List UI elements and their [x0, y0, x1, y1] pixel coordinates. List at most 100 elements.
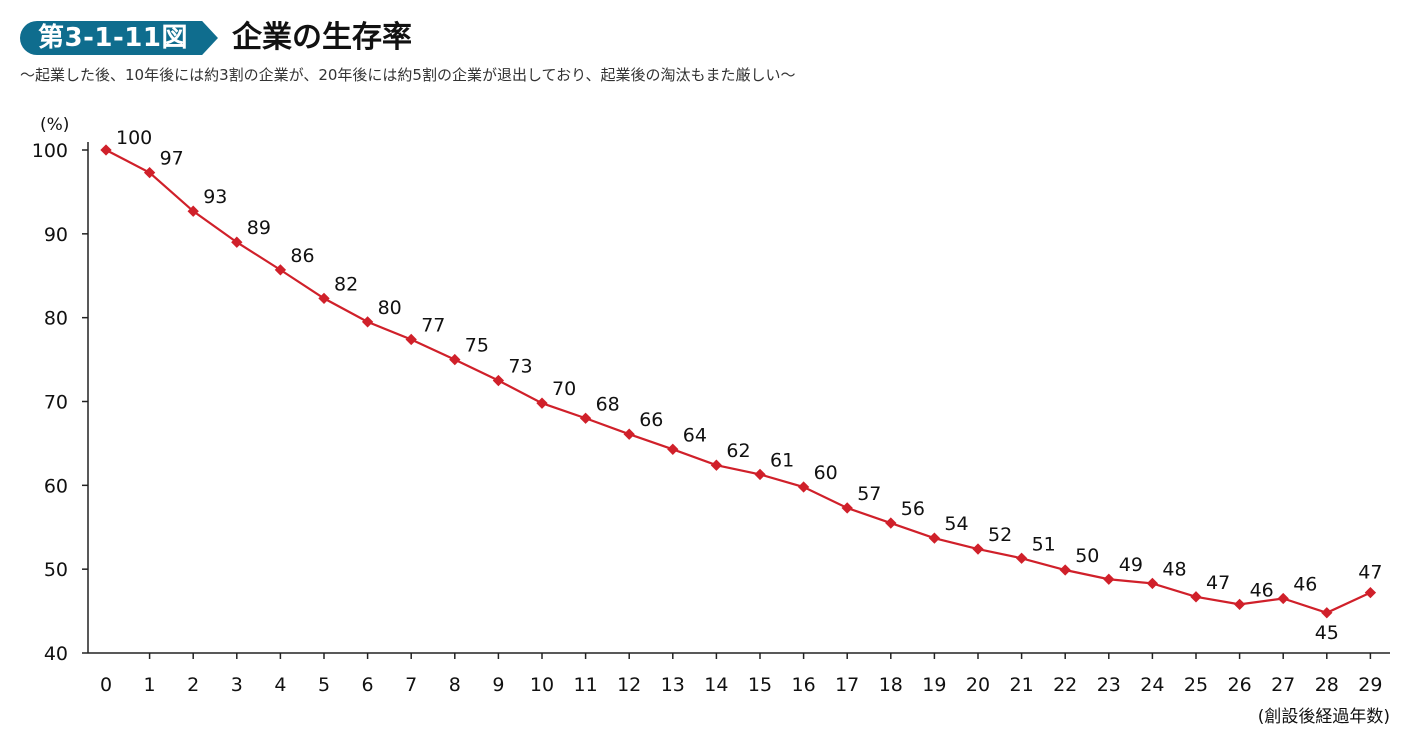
data-point — [579, 412, 592, 424]
data-point — [143, 166, 156, 179]
data-point — [797, 481, 810, 493]
data-point — [972, 543, 984, 555]
data-point — [928, 532, 941, 544]
x-tick-label: 1 — [144, 674, 156, 696]
data-point — [1277, 592, 1289, 605]
data-label: 86 — [290, 245, 314, 267]
data-point — [100, 144, 112, 156]
y-tick-label: 60 — [44, 475, 68, 497]
y-tick-label: 100 — [32, 140, 68, 162]
data-label: 75 — [465, 335, 489, 357]
data-point — [1015, 552, 1028, 564]
x-tick-label: 2 — [187, 674, 199, 696]
x-tick-label: 0 — [100, 674, 112, 696]
figure-header: 第3-1-11図 企業の生存率 — [20, 18, 412, 58]
x-axis-unit-label: (創設後経過年数) — [1258, 707, 1390, 727]
data-point — [623, 428, 635, 440]
x-tick-label: 16 — [792, 674, 816, 696]
data-label: 70 — [552, 378, 576, 400]
chart-axes — [87, 142, 1390, 654]
data-label: 46 — [1293, 574, 1317, 596]
y-axis-unit-label: (%) — [40, 115, 69, 135]
x-tick-label: 5 — [318, 674, 330, 696]
data-point — [885, 517, 897, 529]
x-tick-label: 6 — [362, 674, 374, 696]
data-point — [1364, 586, 1377, 599]
y-axis-ticks: 40 50 60 70 80 90 100 — [32, 140, 88, 665]
x-tick-label: 26 — [1228, 674, 1252, 696]
x-tick-label: 3 — [231, 674, 243, 696]
x-tick-label: 7 — [405, 674, 417, 696]
data-label: 89 — [247, 217, 271, 239]
data-label: 64 — [683, 424, 707, 446]
x-axis-ticks: 0 1 2 3 4 5 6 7 8 9 10 11 12 13 14 15 16 17 18 19 20 21 22 23 24… — [100, 653, 1382, 696]
data-point — [667, 443, 679, 455]
data-label: 60 — [814, 462, 838, 484]
data-label: 56 — [901, 498, 925, 520]
data-label: 77 — [421, 314, 445, 336]
series-line-group — [100, 144, 1377, 619]
data-label: 73 — [508, 356, 532, 378]
x-tick-label: 27 — [1271, 674, 1295, 696]
data-labels: 100 97 93 89 86 82 80 77 75 73 70 68 66 64 62 61 60 57 56 5… — [116, 127, 1382, 644]
data-label: 100 — [116, 127, 152, 149]
x-tick-label: 10 — [530, 674, 554, 696]
data-point — [1190, 591, 1202, 603]
y-tick-label: 80 — [44, 308, 68, 330]
x-tick-label: 11 — [574, 674, 598, 696]
x-tick-label: 12 — [617, 674, 641, 696]
x-tick-label: 29 — [1358, 674, 1382, 696]
data-point — [318, 292, 330, 305]
data-label: 61 — [770, 449, 794, 471]
data-label: 47 — [1206, 572, 1230, 594]
data-point — [1321, 607, 1333, 619]
data-point — [1103, 573, 1115, 585]
data-label: 51 — [1032, 533, 1056, 555]
data-label: 97 — [160, 148, 184, 170]
y-tick-label: 90 — [44, 224, 68, 246]
data-label: 50 — [1075, 545, 1099, 567]
data-point — [754, 468, 766, 481]
data-label: 54 — [944, 513, 968, 535]
data-point — [361, 316, 374, 328]
data-point — [710, 459, 723, 471]
data-label: 68 — [596, 393, 620, 415]
x-tick-label: 9 — [492, 674, 504, 696]
data-point — [1146, 577, 1159, 590]
data-label: 48 — [1162, 558, 1186, 580]
x-tick-label: 20 — [966, 674, 990, 696]
data-point — [536, 397, 548, 409]
data-point — [1059, 564, 1071, 576]
data-label: 66 — [639, 409, 663, 431]
data-label: 45 — [1315, 622, 1339, 644]
x-tick-label: 21 — [1010, 674, 1034, 696]
figure-number-badge: 第3-1-11図 — [20, 21, 218, 55]
data-label: 49 — [1119, 554, 1143, 576]
series-line — [105, 149, 1371, 614]
figure-subtitle: ～起業した後、10年後には約3割の企業が、20年後には約5割の企業が退出しており… — [20, 66, 796, 84]
data-point — [1233, 598, 1246, 611]
y-tick-label: 70 — [44, 392, 68, 414]
data-point — [449, 353, 461, 366]
data-label: 57 — [857, 483, 881, 505]
data-point — [231, 236, 243, 248]
x-tick-label: 4 — [274, 674, 286, 696]
x-tick-label: 19 — [922, 674, 946, 696]
x-tick-label: 23 — [1097, 674, 1121, 696]
data-point — [405, 333, 417, 346]
x-tick-label: 15 — [748, 674, 772, 696]
x-tick-label: 22 — [1053, 674, 1077, 696]
y-tick-label: 50 — [44, 559, 68, 581]
data-label: 52 — [988, 524, 1012, 546]
x-tick-label: 25 — [1184, 674, 1208, 696]
data-label: 47 — [1358, 562, 1382, 584]
data-label: 62 — [726, 440, 750, 462]
figure-title: 企業の生存率 — [231, 20, 412, 55]
data-label: 46 — [1250, 579, 1274, 601]
data-point — [187, 205, 199, 217]
data-label: 80 — [378, 297, 402, 319]
data-point — [492, 374, 505, 387]
x-tick-label: 13 — [661, 674, 685, 696]
y-tick-label: 40 — [44, 643, 68, 665]
